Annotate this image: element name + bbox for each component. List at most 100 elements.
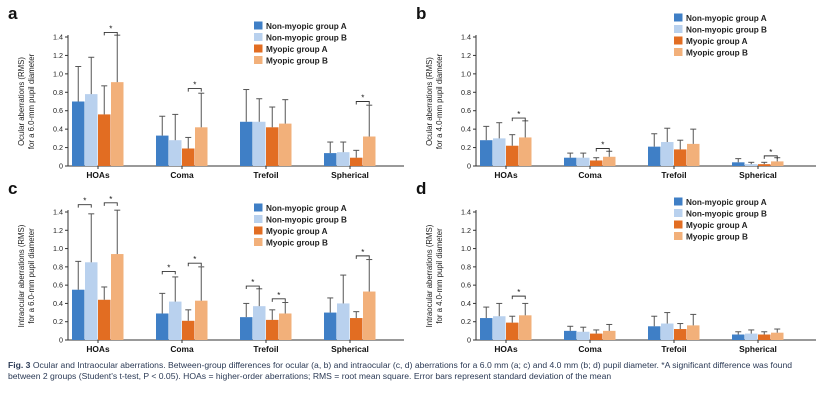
legend-swatch — [674, 36, 683, 45]
bar-myopic-group-b — [111, 254, 124, 340]
x-tick-label: Spherical — [331, 170, 369, 180]
bar-non-myopic-group-a — [324, 312, 337, 340]
significance-bracket — [271, 298, 286, 302]
y-tick-label: 0.4 — [461, 299, 471, 308]
bar-myopic-group-a — [590, 160, 603, 166]
legend-swatch — [254, 226, 263, 235]
x-tick-label: Spherical — [739, 344, 777, 354]
significance-marker: * — [361, 248, 364, 257]
bar-non-myopic-group-b — [169, 301, 182, 340]
bar-non-myopic-group-b — [169, 140, 182, 166]
bar-myopic-group-b — [519, 137, 532, 166]
bar-myopic-group-b — [195, 300, 208, 340]
y-tick-label: 1.2 — [461, 51, 471, 60]
significance-marker: * — [361, 94, 364, 103]
bar-non-myopic-group-a — [156, 313, 169, 340]
legend-label: Non-myopic group B — [686, 210, 767, 219]
y-tick-label: 1.4 — [461, 33, 471, 42]
y-tick-label: 0.6 — [461, 281, 471, 290]
y-tick-label: 0 — [59, 336, 63, 345]
significance-marker: * — [193, 81, 196, 90]
legend-swatch — [254, 33, 263, 41]
legend-swatch — [674, 220, 683, 229]
bar-myopic-group-a — [506, 145, 519, 166]
panel-b: b Ocular aberrations (RMS) for a 4.0-mm pu… — [416, 4, 816, 180]
caption-text: Ocular and Intraocular aberrations. Betw… — [8, 360, 793, 382]
bar-myopic-group-a — [98, 299, 111, 340]
legend-swatch — [674, 13, 683, 22]
legend-label: Myopic group A — [266, 45, 328, 54]
y-axis-label: Ocular aberrations (RMS) — [17, 57, 26, 146]
significance-bracket — [103, 31, 118, 36]
legend-label: Myopic group A — [686, 37, 748, 46]
bar-non-myopic-group-a — [240, 121, 253, 166]
bar-myopic-group-a — [350, 318, 363, 340]
significance-marker: * — [601, 140, 604, 149]
legend-swatch — [674, 232, 683, 240]
legend-swatch — [674, 197, 683, 206]
legend-swatch — [674, 209, 683, 217]
y-tick-label: 0.8 — [53, 262, 63, 271]
significance-bracket — [103, 202, 118, 206]
significance-marker: * — [769, 148, 772, 157]
bar-non-myopic-group-b — [661, 323, 674, 340]
panel-label: d — [416, 179, 426, 198]
y-tick-label: 1.0 — [461, 69, 471, 78]
bar-myopic-group-a — [506, 322, 519, 340]
legend-label: Non-myopic group A — [266, 22, 347, 31]
panel-label: c — [8, 179, 17, 198]
bar-myopic-group-a — [266, 319, 279, 340]
bar-non-myopic-group-a — [648, 146, 661, 166]
bar-non-myopic-group-a — [324, 153, 337, 166]
legend-swatch — [674, 25, 683, 33]
x-tick-label: Trefoil — [253, 170, 278, 180]
bar-myopic-group-b — [687, 325, 700, 340]
legend-label: Myopic group B — [686, 233, 748, 242]
significance-bracket — [355, 255, 370, 259]
y-axis-label: Intraocular aberrations (RMS) — [425, 224, 434, 327]
y-tick-label: 0.8 — [461, 88, 471, 97]
x-tick-label: Trefoil — [661, 170, 686, 180]
significance-bracket — [77, 204, 92, 208]
legend-label: Non-myopic group B — [266, 34, 347, 43]
y-tick-label: 1.0 — [53, 244, 63, 253]
significance-bracket — [595, 148, 610, 152]
bar-myopic-group-b — [603, 156, 616, 166]
bar-myopic-group-b — [687, 143, 700, 166]
y-tick-label: 0.8 — [461, 262, 471, 271]
legend-label: Non-myopic group A — [686, 14, 767, 23]
bar-myopic-group-b — [195, 127, 208, 166]
significance-bracket — [355, 101, 370, 105]
bar-myopic-group-a — [590, 333, 603, 340]
bar-myopic-group-b — [279, 123, 292, 166]
x-tick-label: Spherical — [739, 170, 777, 180]
y-tick-label: 0.2 — [461, 317, 471, 326]
y-axis-label: for a 4.0-mm pupil diameter — [435, 228, 444, 324]
legend-label: Myopic group B — [266, 57, 328, 66]
legend-swatch — [254, 238, 263, 246]
legend-swatch — [254, 21, 263, 30]
y-axis-label: for a 6.0-mm pupil diameter — [27, 53, 36, 149]
panel-d: d Intraocular aberrations (RMS) for a 4.0-… — [416, 179, 816, 354]
bar-myopic-group-a — [758, 164, 771, 166]
bar-non-myopic-group-b — [493, 316, 506, 340]
significance-marker: * — [109, 195, 112, 204]
bar-myopic-group-a — [98, 114, 111, 166]
bar-non-myopic-group-b — [745, 164, 758, 166]
x-tick-label: HOAs — [86, 344, 110, 354]
figure-caption: Fig. 3 Ocular and Intraocular aberration… — [8, 360, 820, 383]
significance-bracket — [187, 88, 202, 92]
bar-non-myopic-group-a — [72, 101, 85, 166]
bar-myopic-group-b — [279, 313, 292, 340]
y-tick-label: 0.4 — [461, 125, 471, 134]
bar-non-myopic-group-b — [745, 333, 758, 340]
bar-non-myopic-group-a — [732, 334, 745, 340]
x-tick-label: HOAs — [494, 170, 518, 180]
significance-marker: * — [517, 288, 520, 297]
legend-label: Non-myopic group B — [266, 216, 347, 225]
y-tick-label: 0.4 — [53, 299, 63, 308]
y-tick-label: 0.6 — [53, 281, 63, 290]
legend-swatch — [254, 44, 263, 53]
x-tick-label: Coma — [578, 170, 602, 180]
